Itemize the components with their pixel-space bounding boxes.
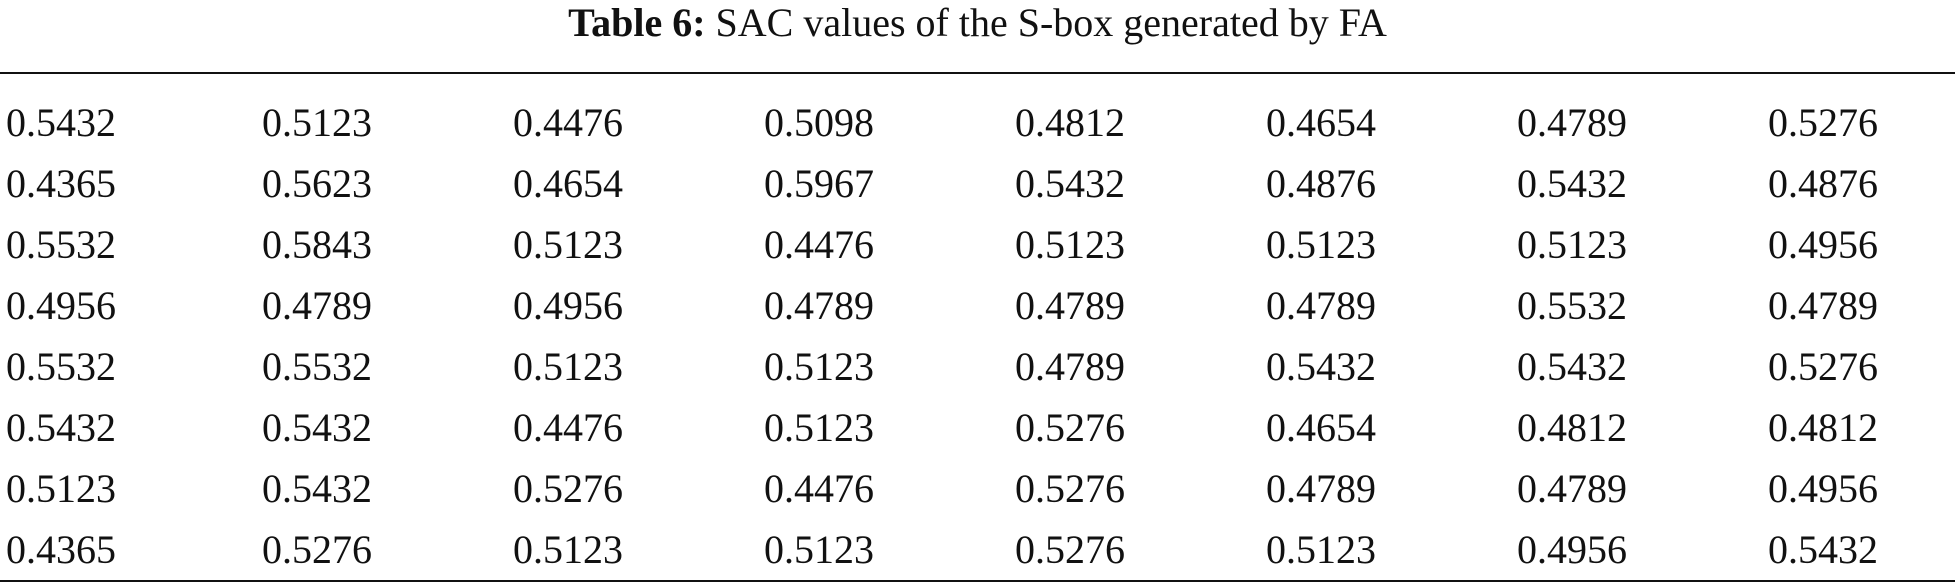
table-cell: 0.4476 — [513, 405, 623, 450]
table-cell: 0.5432 — [1768, 527, 1878, 572]
table-cell: 0.4365 — [6, 527, 116, 572]
table-row: 0.5532 0.5532 0.5123 0.5123 0.4789 0.5432 0.54… — [0, 336, 1955, 397]
table-caption: Table 6: SAC values of the S-box generat… — [0, 0, 1955, 64]
table-cell: 0.5098 — [764, 100, 874, 145]
table-caption-label: Table 6: — [568, 0, 706, 45]
table-row: 0.5532 0.5843 0.5123 0.4476 0.5123 0.5123 0.51… — [0, 214, 1955, 275]
table-bottom-rule — [0, 580, 1955, 582]
table-cell: 0.5432 — [1015, 161, 1125, 206]
table-cell: 0.5123 — [513, 344, 623, 389]
table-cell: 0.5532 — [6, 222, 116, 267]
table-cell: 0.4365 — [6, 161, 116, 206]
table-cell: 0.5123 — [764, 405, 874, 450]
table-cell: 0.4654 — [513, 161, 623, 206]
table-cell: 0.5967 — [764, 161, 874, 206]
table-cell: 0.4789 — [1768, 283, 1878, 328]
table-cell: 0.5123 — [6, 466, 116, 511]
table-cell: 0.4789 — [262, 283, 372, 328]
table-cell: 0.5123 — [1517, 222, 1627, 267]
table-cell: 0.4789 — [1015, 344, 1125, 389]
table-row: 0.5432 0.5123 0.4476 0.5098 0.4812 0.4654 0.47… — [0, 92, 1955, 153]
sac-table-body: 0.5432 0.5123 0.4476 0.5098 0.4812 0.4654 0.47… — [0, 92, 1955, 580]
table-cell: 0.5532 — [6, 344, 116, 389]
table-cell: 0.5123 — [1266, 527, 1376, 572]
table-cell: 0.4476 — [764, 222, 874, 267]
table-cell: 0.5276 — [1768, 100, 1878, 145]
table-cell: 0.5432 — [262, 405, 372, 450]
table-top-rule — [0, 72, 1955, 74]
table-cell: 0.4789 — [1266, 283, 1376, 328]
table-cell: 0.5123 — [1015, 222, 1125, 267]
table-row: 0.4365 0.5276 0.5123 0.5123 0.5276 0.5123 0.49… — [0, 519, 1955, 580]
table-cell: 0.4876 — [1266, 161, 1376, 206]
table-cell: 0.4956 — [513, 283, 623, 328]
table-cell: 0.4956 — [1768, 466, 1878, 511]
table-cell: 0.5432 — [262, 466, 372, 511]
table-cell: 0.5532 — [262, 344, 372, 389]
table-row: 0.5123 0.5432 0.5276 0.4476 0.5276 0.4789 0.47… — [0, 458, 1955, 519]
table-cell: 0.4789 — [1517, 100, 1627, 145]
table-cell: 0.4789 — [764, 283, 874, 328]
table-cell: 0.5123 — [1266, 222, 1376, 267]
table-cell: 0.5123 — [764, 527, 874, 572]
table-cell: 0.5432 — [6, 405, 116, 450]
table-cell: 0.5532 — [1517, 283, 1627, 328]
sac-values-table: 0.5432 0.5123 0.4476 0.5098 0.4812 0.4654 0.47… — [0, 92, 1955, 580]
table-cell: 0.4876 — [1768, 161, 1878, 206]
table-cell: 0.5276 — [513, 466, 623, 511]
table-cell: 0.5432 — [1266, 344, 1376, 389]
table-cell: 0.5432 — [1517, 344, 1627, 389]
table-cell: 0.5276 — [1015, 405, 1125, 450]
table-cell: 0.4956 — [1768, 222, 1878, 267]
table-cell: 0.5432 — [1517, 161, 1627, 206]
table-cell: 0.5123 — [513, 527, 623, 572]
table-row: 0.5432 0.5432 0.4476 0.5123 0.5276 0.4654 0.48… — [0, 397, 1955, 458]
table-row: 0.4365 0.5623 0.4654 0.5967 0.5432 0.4876 0.54… — [0, 153, 1955, 214]
table-cell: 0.5276 — [1015, 466, 1125, 511]
table-cell: 0.5432 — [6, 100, 116, 145]
table-cell: 0.4789 — [1015, 283, 1125, 328]
table-cell: 0.4956 — [1517, 527, 1627, 572]
table-cell: 0.5623 — [262, 161, 372, 206]
table-caption-text: SAC values of the S-box generated by FA — [715, 0, 1387, 45]
table-cell: 0.5123 — [513, 222, 623, 267]
table-cell: 0.5123 — [262, 100, 372, 145]
table-cell: 0.4812 — [1015, 100, 1125, 145]
table-cell: 0.4789 — [1266, 466, 1376, 511]
table-row: 0.4956 0.4789 0.4956 0.4789 0.4789 0.4789 0.55… — [0, 275, 1955, 336]
table-cell: 0.5276 — [262, 527, 372, 572]
table-cell: 0.5123 — [764, 344, 874, 389]
table-cell: 0.5276 — [1768, 344, 1878, 389]
table-cell: 0.4956 — [6, 283, 116, 328]
table-cell: 0.4789 — [1517, 466, 1627, 511]
table-cell: 0.5276 — [1015, 527, 1125, 572]
table-cell: 0.4654 — [1266, 100, 1376, 145]
table-cell: 0.4476 — [764, 466, 874, 511]
table-cell: 0.4654 — [1266, 405, 1376, 450]
table-cell: 0.4812 — [1768, 405, 1878, 450]
table-cell: 0.4812 — [1517, 405, 1627, 450]
table-cell: 0.5843 — [262, 222, 372, 267]
table-cell: 0.4476 — [513, 100, 623, 145]
